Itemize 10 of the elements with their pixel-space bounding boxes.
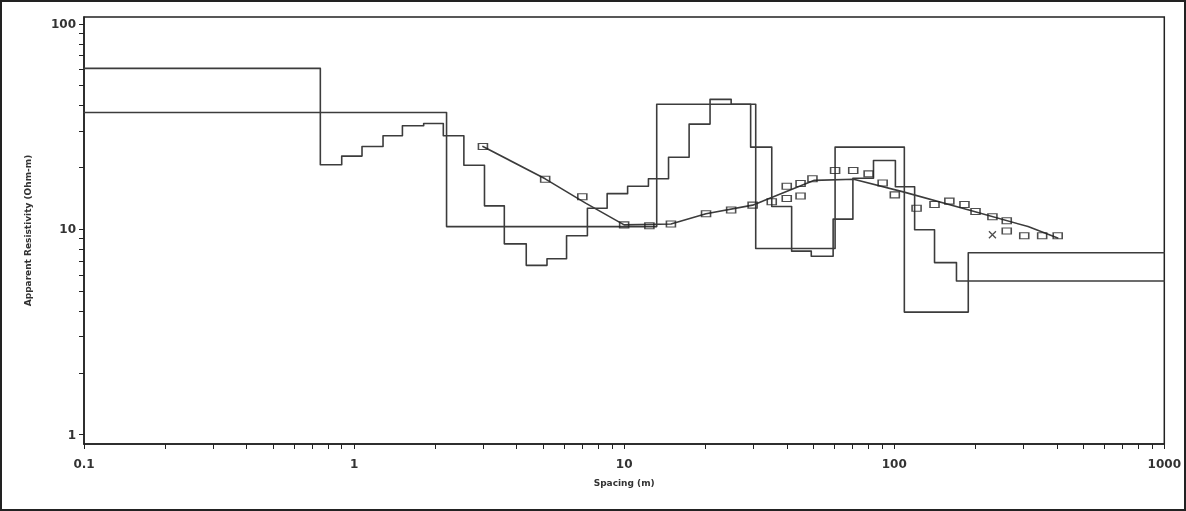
- y-tick-label: 10: [59, 222, 76, 237]
- y-tick-label: 1: [67, 427, 76, 442]
- y-tick-label: 100: [50, 16, 76, 31]
- x-tick-label: 0.1: [73, 457, 95, 471]
- x-tick-label: 10: [615, 457, 633, 471]
- x-tick-label: 100: [881, 457, 907, 471]
- x-tick-label: 1000: [1147, 457, 1181, 471]
- y-axis-title: Apparent Resistivity (Ohm-m): [22, 154, 33, 307]
- x-axis-title: Spacing (m): [593, 477, 655, 488]
- x-tick-label: 1: [349, 457, 359, 471]
